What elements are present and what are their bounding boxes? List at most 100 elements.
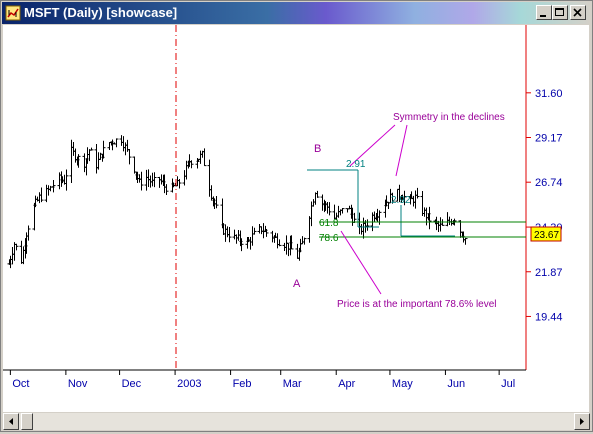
time-tick-label: May (392, 378, 413, 390)
ohlc-bar (227, 227, 232, 243)
ohlc-bar (189, 160, 194, 169)
time-tick-label: Mar (283, 378, 302, 390)
ohlc-bar (89, 147, 94, 151)
ohlc-bar (284, 235, 289, 255)
ohlc-bar (320, 194, 325, 211)
ohlc-bar (182, 170, 187, 186)
ohlc-bar (152, 172, 157, 188)
ohlc-bar (332, 204, 337, 220)
ohlc-bar (214, 196, 219, 209)
scroll-left-icon (9, 418, 13, 425)
symmetry-pointer-2 (395, 124, 408, 177)
ohlc-bar (207, 159, 212, 197)
ohlc-bar (232, 229, 237, 240)
ohlc-bar (107, 142, 112, 151)
last-price-box (530, 226, 562, 242)
scrollbar-thumb[interactable] (21, 413, 33, 430)
ohlc-bar (415, 187, 420, 199)
ohlc-bar (137, 174, 142, 183)
price-tick-label: 29.17 (535, 133, 563, 145)
ohlc-bar (177, 179, 182, 189)
ohlc-bar (257, 223, 262, 234)
chart-app-icon (5, 5, 21, 21)
time-axis: Oct Nov Dec 2003 Feb Mar Apr May Jun Jul (3, 369, 526, 390)
ohlc-bar (463, 237, 468, 245)
ohlc-bar (436, 220, 441, 232)
ohlc-bar (225, 226, 230, 238)
maximize-button[interactable] (552, 5, 568, 20)
ohlc-bar (14, 243, 19, 251)
ohlc-bar (420, 190, 425, 216)
ohlc-bar (309, 201, 314, 227)
ohlc-bar (458, 220, 463, 238)
price-tick-label: 19.44 (535, 311, 563, 323)
ohlc-bar (202, 148, 207, 167)
ohlc-bar (286, 242, 291, 257)
ohlc-bar (76, 154, 81, 168)
point-b-label: B (314, 143, 321, 155)
time-tick-label: Jul (501, 378, 515, 390)
ohlc-bar (234, 234, 239, 244)
ohlc-bar (64, 169, 69, 191)
ohlc-bar (21, 246, 26, 265)
maximize-icon (555, 8, 564, 16)
last-price-value: 23.67 (534, 230, 559, 241)
fib-levels (319, 221, 526, 238)
ohlc-bar (422, 207, 427, 217)
ohlc-bar (372, 211, 377, 222)
time-tick-label: Nov (68, 378, 88, 390)
ohlc-bar (259, 226, 264, 235)
price-pointer (340, 230, 382, 295)
scroll-left-button[interactable] (3, 413, 19, 430)
ohlc-bar (252, 227, 257, 235)
ohlc-bar (365, 219, 370, 231)
ohlc-bar (239, 238, 244, 252)
ohlc-bar (390, 192, 395, 204)
ohlc-bar (73, 148, 78, 163)
ohlc-bar (264, 229, 269, 237)
time-tick-label: 2003 (177, 378, 201, 390)
ohlc-bar (447, 216, 452, 225)
point-a-label: A (293, 278, 301, 290)
ohlc-bar (325, 201, 330, 214)
ohlc-bar (221, 223, 226, 236)
window-title: MSFT (Daily) [showcase] (24, 5, 178, 20)
ohlc-bar (424, 207, 429, 226)
price-tick-label: 31.60 (535, 88, 563, 100)
ohlc-bar (198, 150, 203, 164)
close-icon (573, 8, 582, 17)
ohlc-bar (33, 195, 38, 208)
time-tick-label: Oct (12, 378, 29, 390)
title-bar[interactable]: MSFT (Daily) [showcase] (2, 2, 591, 24)
ohlc-bar (146, 169, 151, 187)
fib-786-label: 78.6 (319, 233, 339, 244)
horizontal-scrollbar[interactable] (3, 413, 590, 430)
ohlc-bar (35, 196, 40, 202)
ohlc-bar (69, 139, 74, 183)
close-button[interactable] (570, 5, 586, 20)
ohlc-bar (39, 187, 44, 203)
ohlc-bar (315, 190, 320, 198)
ohlc-bar (340, 208, 345, 214)
ohlc-bar (311, 199, 316, 207)
ohlc-bar (51, 179, 56, 193)
decline-2-value: 2.92 (391, 195, 411, 206)
ohlc-bar (159, 174, 164, 185)
ohlc-bar (313, 192, 318, 205)
scroll-right-button[interactable] (574, 413, 590, 430)
ohlc-bar (184, 160, 189, 180)
ohlc-bar (361, 217, 366, 239)
ohlc-bar (445, 212, 450, 227)
ohlc-bar (121, 136, 126, 152)
time-tick-label: Apr (338, 378, 355, 390)
annotation-pointers (340, 124, 408, 295)
ohlc-bar (139, 171, 144, 191)
decline-1-value: 2.91 (346, 159, 366, 170)
scroll-right-icon (580, 418, 584, 425)
ohlc-bar (19, 240, 24, 264)
ohlc-bar (289, 235, 294, 250)
minimize-button[interactable] (536, 5, 552, 20)
